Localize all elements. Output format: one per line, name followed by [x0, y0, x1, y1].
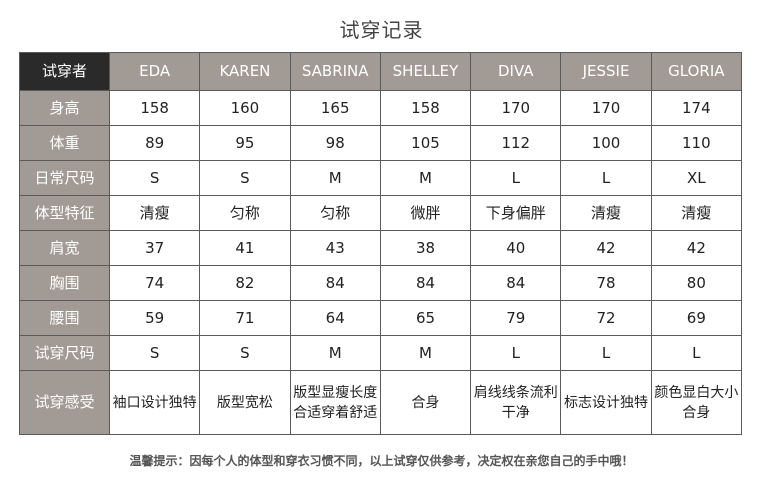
table-cell: 98 — [289, 125, 381, 161]
table-cell: 84 — [470, 265, 562, 301]
table-cell: 110 — [650, 125, 743, 161]
table-cell: L — [470, 335, 562, 371]
table-cell: S — [108, 335, 201, 371]
table-cell: 105 — [379, 125, 472, 161]
table-cell: 袖口设计独特 — [108, 370, 201, 435]
table-cell: 100 — [560, 125, 652, 161]
row-label: 身高 — [19, 90, 110, 126]
table-cell: M — [289, 335, 381, 371]
table-cell: 82 — [199, 265, 291, 301]
table-cell: 38 — [379, 230, 472, 266]
table-cell: 42 — [650, 230, 743, 266]
table-row-daily-size: 日常尺码 S S M M L L XL — [19, 160, 743, 196]
table-row-weight: 体重 89 95 98 105 112 100 110 — [19, 125, 743, 161]
table-row-fitting-size: 试穿尺码 S S M M L L L — [19, 335, 743, 371]
table-cell: 42 — [560, 230, 652, 266]
table-cell: 清瘦 — [650, 195, 743, 231]
model-name-diva: DIVA — [470, 52, 562, 91]
model-name-eda: EDA — [108, 52, 201, 91]
table-cell: 158 — [108, 90, 201, 126]
page-title: 试穿记录 — [339, 18, 424, 42]
footer-note: 温馨提示：因每个人的体型和穿衣习惯不同，以上试穿仅供参考，决定权在亲您自己的手中… — [129, 454, 634, 468]
table-cell: 112 — [470, 125, 562, 161]
table-cell: 颜色显白大小合身 — [650, 370, 743, 435]
table-cell: 84 — [379, 265, 472, 301]
table-cell: M — [379, 160, 472, 196]
table-cell: L — [560, 160, 652, 196]
row-label: 日常尺码 — [19, 160, 110, 196]
row-label: 试穿尺码 — [19, 335, 110, 371]
corner-header: 试穿者 — [19, 52, 110, 91]
table-cell: 下身偏胖 — [470, 195, 562, 231]
table-cell: 匀称 — [199, 195, 291, 231]
table-cell: 170 — [470, 90, 562, 126]
table-cell: 79 — [470, 300, 562, 336]
model-name-gloria: GLORIA — [650, 52, 743, 91]
table-cell: 版型显瘦长度合适穿着舒适 — [289, 370, 381, 435]
table-cell: S — [199, 160, 291, 196]
table-cell: 65 — [379, 300, 472, 336]
table-cell: 合身 — [379, 370, 472, 435]
table-cell: 165 — [289, 90, 381, 126]
table-row-body-type: 体型特征 清瘦 匀称 匀称 微胖 下身偏胖 清瘦 清瘦 — [19, 195, 743, 231]
table-cell: 清瘦 — [560, 195, 652, 231]
table-row-shoulder-width: 肩宽 37 41 43 38 40 42 42 — [19, 230, 743, 266]
table-cell: 清瘦 — [108, 195, 201, 231]
table-cell: 40 — [470, 230, 562, 266]
table-cell: 肩线线条流利干净 — [470, 370, 562, 435]
table-cell: L — [650, 335, 743, 371]
fitting-record-table: 试穿者 EDA KAREN SABRINA SHELLEY DIVA JESSI… — [19, 52, 743, 435]
table-cell: 匀称 — [289, 195, 381, 231]
table-cell: 71 — [199, 300, 291, 336]
table-cell: 158 — [379, 90, 472, 126]
table-cell: 174 — [650, 90, 743, 126]
table-row-waist: 腰围 59 71 64 65 79 72 69 — [19, 300, 743, 336]
row-label: 腰围 — [19, 300, 110, 336]
table-cell: 160 — [199, 90, 291, 126]
table-cell: 95 — [199, 125, 291, 161]
table-cell: 版型宽松 — [199, 370, 291, 435]
table-cell: L — [560, 335, 652, 371]
row-label: 体型特征 — [19, 195, 110, 231]
table-cell: 74 — [108, 265, 201, 301]
table-cell: 72 — [560, 300, 652, 336]
table-cell: 80 — [650, 265, 743, 301]
table-cell: 微胖 — [379, 195, 472, 231]
table-cell: 59 — [108, 300, 201, 336]
table-cell: L — [470, 160, 562, 196]
table-cell: S — [108, 160, 201, 196]
header-row: 试穿者 EDA KAREN SABRINA SHELLEY DIVA JESSI… — [19, 52, 743, 91]
model-name-karen: KAREN — [199, 52, 291, 91]
table-cell: 170 — [560, 90, 652, 126]
table-cell: M — [379, 335, 472, 371]
table-cell: S — [199, 335, 291, 371]
row-label: 试穿感受 — [19, 370, 110, 435]
table-row-height: 身高 158 160 165 158 170 170 174 — [19, 90, 743, 126]
model-name-sabrina: SABRINA — [289, 52, 381, 91]
table-cell: 41 — [199, 230, 291, 266]
row-label: 胸围 — [19, 265, 110, 301]
table-cell: 89 — [108, 125, 201, 161]
table-cell: 64 — [289, 300, 381, 336]
model-name-shelley: SHELLEY — [379, 52, 472, 91]
table-cell: 69 — [650, 300, 743, 336]
row-label: 肩宽 — [19, 230, 110, 266]
table-cell: XL — [650, 160, 743, 196]
table-row-bust: 胸围 74 82 84 84 84 78 80 — [19, 265, 743, 301]
table-cell: M — [289, 160, 381, 196]
row-label: 体重 — [19, 125, 110, 161]
table-cell: 78 — [560, 265, 652, 301]
table-cell: 37 — [108, 230, 201, 266]
model-name-jessie: JESSIE — [560, 52, 652, 91]
table-cell: 标志设计独特 — [560, 370, 652, 435]
table-cell: 84 — [289, 265, 381, 301]
table-cell: 43 — [289, 230, 381, 266]
table-row-fitting-feedback: 试穿感受 袖口设计独特 版型宽松 版型显瘦长度合适穿着舒适 合身 肩线线条流利干净 标志设计… — [19, 370, 743, 435]
